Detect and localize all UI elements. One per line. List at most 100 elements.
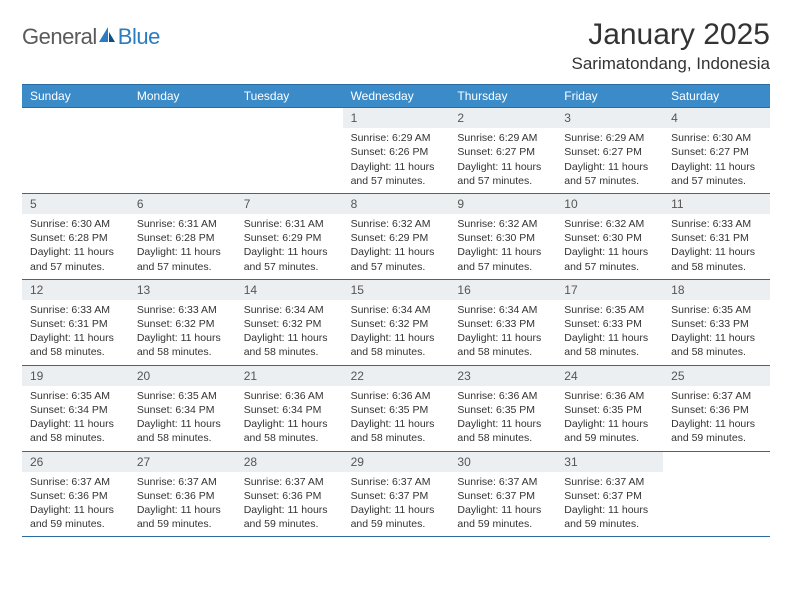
day-number: 14 [236,280,343,300]
day-details: Sunrise: 6:37 AMSunset: 6:36 PMDaylight:… [236,472,343,537]
day-details: Sunrise: 6:29 AMSunset: 6:27 PMDaylight:… [449,128,556,193]
day-details: Sunrise: 6:32 AMSunset: 6:30 PMDaylight:… [449,214,556,279]
day-cell: 23Sunrise: 6:36 AMSunset: 6:35 PMDayligh… [449,366,556,451]
day-number: 7 [236,194,343,214]
day-details: Sunrise: 6:37 AMSunset: 6:36 PMDaylight:… [22,472,129,537]
day-details: Sunrise: 6:36 AMSunset: 6:35 PMDaylight:… [449,386,556,451]
day-number: 22 [343,366,450,386]
day-number: 29 [343,452,450,472]
day-cell: 31Sunrise: 6:37 AMSunset: 6:37 PMDayligh… [556,452,663,537]
day-number: 10 [556,194,663,214]
location-text: Sarimatondang, Indonesia [572,54,770,74]
day-details: Sunrise: 6:34 AMSunset: 6:33 PMDaylight:… [449,300,556,365]
day-number: 19 [22,366,129,386]
day-cell: 17Sunrise: 6:35 AMSunset: 6:33 PMDayligh… [556,280,663,365]
day-number: 24 [556,366,663,386]
day-cell: 16Sunrise: 6:34 AMSunset: 6:33 PMDayligh… [449,280,556,365]
calendar-body: 1Sunrise: 6:29 AMSunset: 6:26 PMDaylight… [22,108,770,537]
day-cell: 7Sunrise: 6:31 AMSunset: 6:29 PMDaylight… [236,194,343,279]
brand-text-2: Blue [118,24,160,50]
day-number: 26 [22,452,129,472]
day-cell [129,108,236,193]
day-cell: 21Sunrise: 6:36 AMSunset: 6:34 PMDayligh… [236,366,343,451]
day-details: Sunrise: 6:30 AMSunset: 6:27 PMDaylight:… [663,128,770,193]
day-header: Tuesday [236,85,343,107]
day-number: 30 [449,452,556,472]
header-row: General Blue January 2025 Sarimatondang,… [22,18,770,74]
day-details: Sunrise: 6:31 AMSunset: 6:28 PMDaylight:… [129,214,236,279]
day-cell [663,452,770,537]
day-cell: 19Sunrise: 6:35 AMSunset: 6:34 PMDayligh… [22,366,129,451]
day-cell: 22Sunrise: 6:36 AMSunset: 6:35 PMDayligh… [343,366,450,451]
day-number: 27 [129,452,236,472]
day-number: 5 [22,194,129,214]
calendar-week: 5Sunrise: 6:30 AMSunset: 6:28 PMDaylight… [22,194,770,280]
day-cell: 30Sunrise: 6:37 AMSunset: 6:37 PMDayligh… [449,452,556,537]
calendar-header-row: SundayMondayTuesdayWednesdayThursdayFrid… [22,84,770,108]
day-details: Sunrise: 6:32 AMSunset: 6:30 PMDaylight:… [556,214,663,279]
day-details: Sunrise: 6:37 AMSunset: 6:36 PMDaylight:… [129,472,236,537]
day-cell: 8Sunrise: 6:32 AMSunset: 6:29 PMDaylight… [343,194,450,279]
day-number: 25 [663,366,770,386]
calendar-week: 19Sunrise: 6:35 AMSunset: 6:34 PMDayligh… [22,366,770,452]
day-details: Sunrise: 6:36 AMSunset: 6:34 PMDaylight:… [236,386,343,451]
day-number: 20 [129,366,236,386]
day-number: 3 [556,108,663,128]
brand-text-1: General [22,24,97,50]
day-number: 16 [449,280,556,300]
day-cell: 13Sunrise: 6:33 AMSunset: 6:32 PMDayligh… [129,280,236,365]
day-number: 2 [449,108,556,128]
day-cell: 27Sunrise: 6:37 AMSunset: 6:36 PMDayligh… [129,452,236,537]
day-header: Thursday [449,85,556,107]
day-number: 13 [129,280,236,300]
day-number: 17 [556,280,663,300]
day-header: Monday [129,85,236,107]
day-header: Sunday [22,85,129,107]
day-details: Sunrise: 6:32 AMSunset: 6:29 PMDaylight:… [343,214,450,279]
day-number: 21 [236,366,343,386]
day-details: Sunrise: 6:37 AMSunset: 6:36 PMDaylight:… [663,386,770,451]
day-details: Sunrise: 6:33 AMSunset: 6:31 PMDaylight:… [663,214,770,279]
calendar-week: 26Sunrise: 6:37 AMSunset: 6:36 PMDayligh… [22,452,770,538]
day-number [663,452,770,472]
day-details: Sunrise: 6:35 AMSunset: 6:33 PMDaylight:… [556,300,663,365]
day-cell: 2Sunrise: 6:29 AMSunset: 6:27 PMDaylight… [449,108,556,193]
day-details: Sunrise: 6:29 AMSunset: 6:26 PMDaylight:… [343,128,450,193]
day-cell [22,108,129,193]
day-details: Sunrise: 6:33 AMSunset: 6:32 PMDaylight:… [129,300,236,365]
day-number: 11 [663,194,770,214]
day-cell: 28Sunrise: 6:37 AMSunset: 6:36 PMDayligh… [236,452,343,537]
calendar-week: 1Sunrise: 6:29 AMSunset: 6:26 PMDaylight… [22,108,770,194]
day-details: Sunrise: 6:34 AMSunset: 6:32 PMDaylight:… [236,300,343,365]
day-cell: 26Sunrise: 6:37 AMSunset: 6:36 PMDayligh… [22,452,129,537]
day-cell: 11Sunrise: 6:33 AMSunset: 6:31 PMDayligh… [663,194,770,279]
day-details: Sunrise: 6:34 AMSunset: 6:32 PMDaylight:… [343,300,450,365]
day-cell: 29Sunrise: 6:37 AMSunset: 6:37 PMDayligh… [343,452,450,537]
day-cell: 15Sunrise: 6:34 AMSunset: 6:32 PMDayligh… [343,280,450,365]
day-cell: 6Sunrise: 6:31 AMSunset: 6:28 PMDaylight… [129,194,236,279]
day-number [22,108,129,128]
day-cell: 9Sunrise: 6:32 AMSunset: 6:30 PMDaylight… [449,194,556,279]
day-cell: 5Sunrise: 6:30 AMSunset: 6:28 PMDaylight… [22,194,129,279]
day-details: Sunrise: 6:37 AMSunset: 6:37 PMDaylight:… [449,472,556,537]
day-number [236,108,343,128]
day-cell: 24Sunrise: 6:36 AMSunset: 6:35 PMDayligh… [556,366,663,451]
day-cell: 12Sunrise: 6:33 AMSunset: 6:31 PMDayligh… [22,280,129,365]
day-details: Sunrise: 6:37 AMSunset: 6:37 PMDaylight:… [343,472,450,537]
day-number: 8 [343,194,450,214]
day-details: Sunrise: 6:35 AMSunset: 6:34 PMDaylight:… [22,386,129,451]
sail-icon [97,25,117,50]
day-number [129,108,236,128]
day-details: Sunrise: 6:36 AMSunset: 6:35 PMDaylight:… [556,386,663,451]
day-cell: 3Sunrise: 6:29 AMSunset: 6:27 PMDaylight… [556,108,663,193]
title-block: January 2025 Sarimatondang, Indonesia [572,18,770,74]
day-cell: 1Sunrise: 6:29 AMSunset: 6:26 PMDaylight… [343,108,450,193]
day-details: Sunrise: 6:37 AMSunset: 6:37 PMDaylight:… [556,472,663,537]
brand-logo: General Blue [22,18,160,50]
day-cell: 18Sunrise: 6:35 AMSunset: 6:33 PMDayligh… [663,280,770,365]
day-number: 12 [22,280,129,300]
day-details: Sunrise: 6:30 AMSunset: 6:28 PMDaylight:… [22,214,129,279]
day-header: Saturday [663,85,770,107]
day-header: Friday [556,85,663,107]
day-number: 23 [449,366,556,386]
